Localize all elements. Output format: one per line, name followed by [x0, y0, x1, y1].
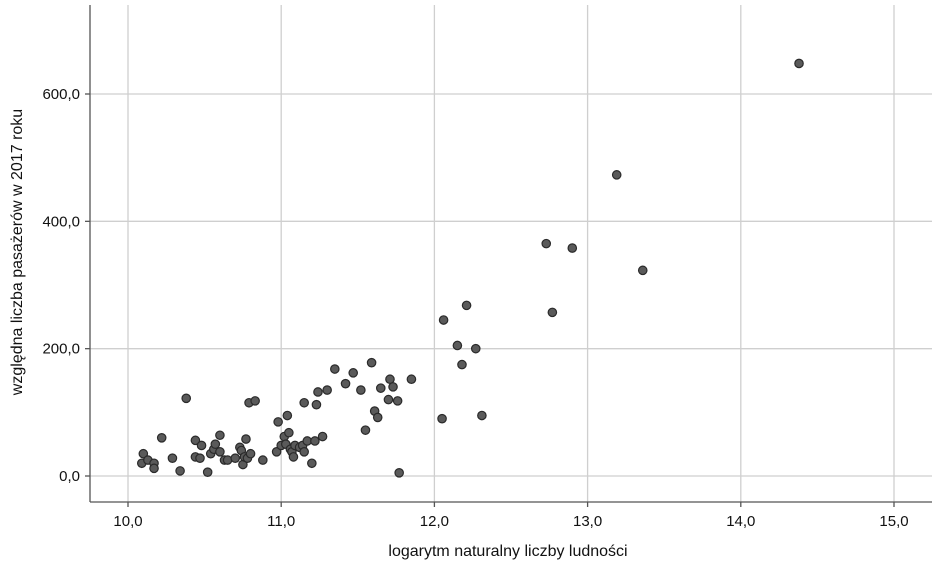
data-point: [360, 425, 371, 435]
x-tick-label: 13,0: [573, 513, 602, 530]
data-point: [210, 439, 221, 449]
data-point: [307, 458, 317, 469]
data-point: [222, 455, 233, 465]
data-point: [190, 435, 201, 446]
data-point: [383, 394, 394, 405]
x-tick-label: 11,0: [267, 513, 295, 530]
data-point: [273, 417, 283, 427]
data-point: [250, 396, 260, 406]
y-tick-label: 400,0: [42, 213, 80, 230]
data-point: [541, 238, 552, 249]
data-point: [313, 387, 323, 397]
data-point: [215, 447, 225, 457]
axes: [85, 5, 932, 507]
data-point: [372, 412, 383, 423]
data-point: [230, 453, 241, 463]
data-point: [156, 432, 167, 443]
data-point: [452, 340, 463, 351]
data-point: [437, 413, 447, 424]
data-point: [457, 359, 467, 370]
data-point: [388, 382, 398, 392]
data-point: [340, 378, 351, 389]
data-point: [196, 440, 207, 451]
data-point: [392, 396, 403, 406]
y-tick-label: 600,0: [42, 86, 80, 103]
data-point: [317, 431, 328, 442]
x-tick-label: 14,0: [726, 513, 755, 530]
data-point: [438, 315, 449, 325]
data-point: [245, 448, 256, 459]
data-point: [547, 307, 558, 318]
data-point: [477, 410, 487, 421]
data-point: [348, 368, 359, 378]
data-point: [299, 447, 309, 457]
data-point: [138, 448, 149, 459]
data-point: [284, 427, 294, 438]
data-point: [167, 453, 178, 463]
data-point: [215, 430, 225, 441]
data-point: [366, 357, 377, 368]
x-tick-label: 12,0: [420, 513, 449, 530]
data-point: [202, 467, 213, 477]
data-point: [637, 265, 648, 276]
y-axis-title: względna liczba pasażerów w 2017 roku: [9, 109, 26, 396]
data-point: [375, 383, 386, 393]
data-point: [282, 410, 293, 421]
x-axis-title: logarytm naturalny liczby ludności: [388, 543, 627, 560]
y-tick-label: 200,0: [42, 341, 80, 358]
data-point: [271, 447, 282, 457]
data-point: [461, 300, 472, 311]
data-point: [288, 452, 299, 462]
x-tick-label: 15,0: [879, 513, 908, 530]
y-tick-label: 0,0: [59, 468, 80, 485]
data-point: [567, 243, 578, 253]
data-point: [394, 468, 404, 478]
data-point: [310, 436, 320, 446]
data-point: [322, 385, 332, 395]
data-point: [406, 374, 417, 385]
data-point: [330, 364, 340, 374]
data-point: [175, 466, 185, 476]
data-point: [181, 393, 192, 404]
data-point: [149, 463, 159, 474]
data-point: [299, 397, 309, 408]
data-point: [241, 434, 251, 444]
data-point: [258, 455, 268, 465]
data-point: [470, 343, 481, 354]
grid-lines: [90, 5, 932, 502]
data-point: [311, 399, 322, 410]
x-tick-label: 10,0: [113, 513, 142, 530]
data-points: [136, 58, 804, 478]
data-point: [195, 453, 205, 463]
tick-labels: 10,0 11,0 12,0 13,0 14,0 15,0 0,0 200,0 400,0 600…: [42, 86, 908, 530]
data-point: [356, 385, 366, 395]
data-point: [611, 170, 622, 180]
data-point: [794, 58, 804, 69]
